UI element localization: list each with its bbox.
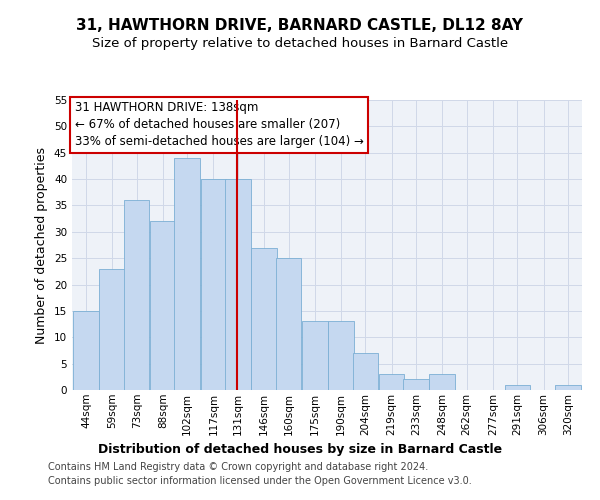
Bar (124, 200, 149, 390)
Text: Distribution of detached houses by size in Barnard Castle: Distribution of detached houses by size … (98, 442, 502, 456)
Bar (175, 158, 200, 390)
Text: Contains public sector information licensed under the Open Government Licence v3: Contains public sector information licen… (48, 476, 472, 486)
Bar (276, 258, 301, 390)
Text: 31, HAWTHORN DRIVE, BARNARD CASTLE, DL12 8AY: 31, HAWTHORN DRIVE, BARNARD CASTLE, DL12… (77, 18, 523, 32)
Bar (379, 374, 404, 390)
Bar (225, 179, 251, 390)
Bar (200, 179, 226, 390)
Bar (251, 248, 277, 390)
Text: Contains HM Land Registry data © Crown copyright and database right 2024.: Contains HM Land Registry data © Crown c… (48, 462, 428, 472)
Bar (353, 353, 378, 390)
Bar (430, 374, 455, 390)
Bar (328, 322, 354, 390)
Bar (505, 384, 530, 390)
Bar (150, 222, 176, 390)
Bar (100, 268, 125, 390)
Y-axis label: Number of detached properties: Number of detached properties (35, 146, 49, 344)
Bar (73, 311, 99, 390)
Bar (403, 380, 429, 390)
Bar (302, 322, 328, 390)
Bar (555, 384, 581, 390)
Text: Size of property relative to detached houses in Barnard Castle: Size of property relative to detached ho… (92, 38, 508, 51)
Text: 31 HAWTHORN DRIVE: 138sqm
← 67% of detached houses are smaller (207)
33% of semi: 31 HAWTHORN DRIVE: 138sqm ← 67% of detac… (74, 102, 364, 148)
